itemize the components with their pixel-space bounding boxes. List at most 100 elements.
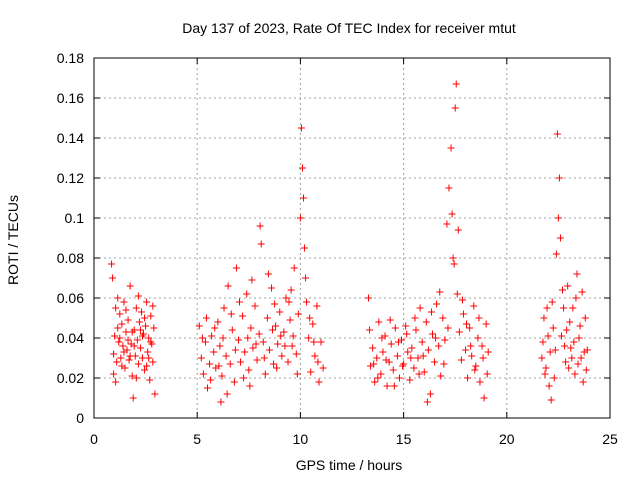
data-point [117,354,125,362]
data-point [307,368,315,376]
data-point [141,314,149,322]
y-axis-ticks: 0 0.02 0.04 0.06 0.08 0.1 0.12 0.14 0.16 0.18 [57,50,610,426]
data-point [297,124,305,132]
data-point [272,322,280,330]
data-point [236,298,244,306]
data-point [466,324,474,332]
data-point [204,384,212,392]
data-point [424,346,432,354]
data-point [437,372,445,380]
data-point [420,368,428,376]
data-point [287,286,295,294]
data-point [560,304,568,312]
data-point [208,332,216,340]
data-point [483,370,491,378]
data-point [202,314,210,322]
data-point [423,398,431,406]
data-point [389,366,397,374]
data-point [139,354,147,362]
data-point [133,336,141,344]
data-point [418,338,426,346]
data-point [146,376,154,384]
data-point [207,376,215,384]
data-point [391,324,399,332]
data-point [128,372,136,380]
data-point [112,378,120,386]
data-point [541,370,549,378]
data-point [395,374,403,382]
data-point [122,328,130,336]
data-point [197,354,205,362]
data-point [130,342,138,350]
x-axis-ticks: 0 5 10 15 20 25 [90,58,618,447]
data-point [132,304,140,312]
x-axis-label: GPS time / hours [296,457,403,473]
data-point [134,360,142,368]
data-point [249,344,257,352]
data-point [301,244,309,252]
data-point [555,174,563,182]
data-point [149,302,157,310]
data-point [306,314,314,322]
data-point [116,334,124,342]
data-point [544,332,552,340]
data-point [448,210,456,218]
data-point [214,318,222,326]
data-point [244,334,252,342]
data-point [410,364,418,372]
data-point [224,282,232,290]
data-point [480,394,488,402]
data-point [223,390,231,398]
data-point [270,360,278,368]
data-point [553,130,561,138]
data-point [573,270,581,278]
data-point [210,348,218,356]
data-point [110,350,118,358]
data-point [431,358,439,366]
data-point [422,318,430,326]
data-point [568,354,576,362]
data-point [551,346,559,354]
data-point [559,286,567,294]
data-point [268,284,276,292]
data-point [259,338,267,346]
data-point [251,302,259,310]
y-tick-label: 0.12 [57,170,84,186]
x-tick-label: 5 [193,431,201,447]
data-point [441,336,449,344]
data-point [276,308,284,316]
data-point [240,374,248,382]
data-point [261,370,269,378]
data-point [561,342,569,350]
data-point [120,348,128,356]
data-point [538,354,546,362]
data-point [128,328,136,336]
data-point [315,378,323,386]
data-point [455,328,463,336]
data-point [468,352,476,360]
data-point [567,344,575,352]
data-point [253,356,261,364]
data-point [566,318,574,326]
data-point [151,390,159,398]
data-point [428,330,436,338]
data-point [218,372,226,380]
data-point [145,334,153,342]
data-point [217,398,225,406]
data-point [147,338,155,346]
data-point [458,296,466,304]
data-point [206,360,214,368]
data-point [215,362,223,370]
data-point [414,354,422,362]
data-point [119,342,127,350]
data-point [284,358,292,366]
data-point [548,298,556,306]
data-point [370,360,378,368]
data-point [135,318,143,326]
y-tick-label: 0.02 [57,370,84,386]
data-point [404,348,412,356]
data-point [122,306,130,314]
data-point [232,264,240,272]
data-point [478,342,486,350]
